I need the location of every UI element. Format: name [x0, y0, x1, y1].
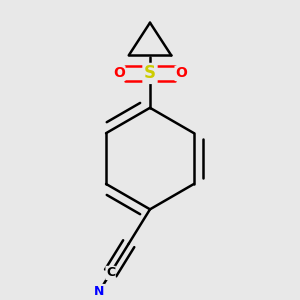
Text: O: O — [175, 66, 187, 80]
Text: O: O — [113, 66, 125, 80]
Text: N: N — [94, 284, 105, 298]
Text: C: C — [106, 266, 115, 279]
Text: S: S — [144, 64, 156, 82]
